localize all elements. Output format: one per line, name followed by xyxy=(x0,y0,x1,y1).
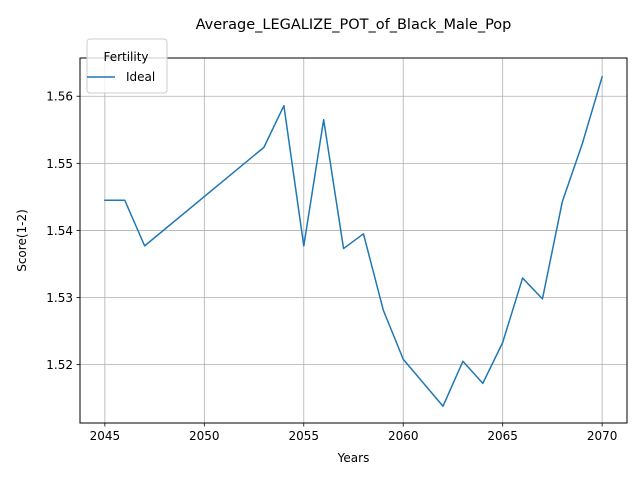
legend-box xyxy=(86,38,168,94)
plot-frame xyxy=(79,57,628,424)
x-tick-label: 2065 xyxy=(487,429,518,443)
legend-entry-ideal: Ideal xyxy=(126,70,155,84)
x-tick-label: 2050 xyxy=(189,429,220,443)
y-tick-label: 1.54 xyxy=(46,224,73,238)
x-tick-label: 2045 xyxy=(90,429,121,443)
y-tick-label: 1.53 xyxy=(46,291,73,305)
y-tick-label: 1.55 xyxy=(46,157,73,171)
series-line-ideal xyxy=(104,75,604,407)
x-tick-label: 2070 xyxy=(587,429,618,443)
chart-title: Average_LEGALIZE_POT_of_Black_Male_Pop xyxy=(196,17,512,33)
y-axis-title: Score(1-2) xyxy=(15,209,29,272)
x-tick-label: 2060 xyxy=(388,429,419,443)
y-tick-label: 1.56 xyxy=(46,90,73,104)
grid xyxy=(80,58,627,423)
ticks: 2045 2050 2055 2060 2065 2070 1.52 1.53 1.54 1.55… xyxy=(46,90,617,443)
series-layer xyxy=(104,75,604,407)
legend: Fertility Ideal xyxy=(86,38,168,94)
legend-title: Fertility xyxy=(103,50,148,64)
x-tick-label: 2055 xyxy=(288,429,319,443)
x-axis-title: Years xyxy=(337,451,370,465)
y-tick-label: 1.52 xyxy=(46,358,73,372)
